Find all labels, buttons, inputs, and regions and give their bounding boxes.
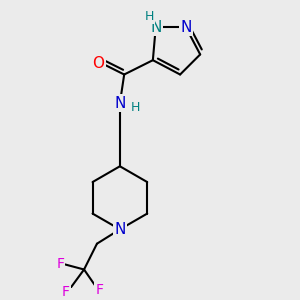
Text: N: N [150,20,161,35]
Text: N: N [180,20,191,35]
Text: F: F [62,285,70,299]
Text: O: O [92,56,104,70]
Text: F: F [95,283,103,297]
Text: H: H [145,10,154,23]
Text: N: N [114,96,126,111]
Text: H: H [131,101,140,114]
Text: N: N [114,222,126,237]
Text: F: F [56,257,64,271]
